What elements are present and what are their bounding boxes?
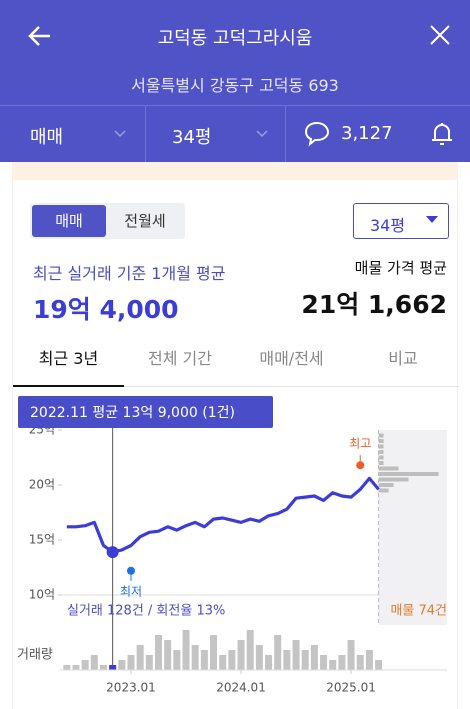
listing-bar [378,455,384,460]
address: 서울특별시 강동구 고덕동 693 [131,76,339,95]
tooltip-text: 2022.11 평균 13억 9,000 (1건) [30,405,235,421]
listing-bar [378,466,399,471]
volume-bar [255,645,263,670]
header: 고덕동 고덕그라시움 서울특별시 강동구 고덕동 693 매매 34평 3,12… [0,0,470,162]
volume-bar [200,650,208,670]
recent-label: 최근 실거래 기준 1개월 평균 [33,264,226,283]
divider [145,105,146,162]
volume-bar [145,655,153,670]
volume-bar [210,635,218,670]
tab[interactable]: 비교 [388,349,418,368]
y-tick-label: 20억 [29,478,55,492]
tab[interactable]: 전체 기간 [148,349,212,368]
volume-bar [292,640,300,670]
size-filter[interactable]: 34평 [172,127,212,148]
volume-label: 거래량 [17,648,53,663]
listing-area [378,430,447,625]
volume-bar [99,665,107,670]
volume-bar [356,655,364,670]
volume-bar [347,640,355,670]
comment-count: 3,127 [341,123,393,144]
volume-bar [274,635,282,670]
high-label: 최고 [349,437,371,451]
listing-bar [378,461,384,465]
notice-strip [12,162,458,180]
volume-bar [81,660,89,670]
y-tick-label: 10억 [29,588,55,602]
tab[interactable]: 최근 3년 [13,340,124,387]
volume-bar [237,640,245,670]
listing-bar [378,477,409,482]
volume-bar [90,655,98,670]
close-button[interactable] [430,25,450,45]
back-button[interactable] [26,24,52,48]
volume-bar [219,655,227,670]
volume-bar [246,630,254,670]
volume-bar [191,645,199,670]
volume-bar [320,655,328,670]
y-tick-label: 15억 [29,533,55,547]
volume-bar [310,645,318,670]
divider [0,105,470,106]
volume-bar [283,650,291,670]
listing-count: 매물 74건 [390,604,447,619]
listing-bar [378,433,384,438]
volume-bar [375,660,383,670]
divider [285,105,286,162]
low-label: 최저 [120,584,142,598]
volume-bar [365,650,373,670]
volume-bar [338,655,346,670]
volume-bar [329,660,337,670]
tooltip-box [18,396,273,428]
recent-price: 19억 4,000 [33,295,179,324]
volume-bar [63,665,71,670]
comment-icon[interactable] [303,120,331,148]
volume-bar [109,665,117,670]
toggle-option[interactable]: 전월세 [124,212,166,230]
toggle: 매매 전월세 [30,203,185,239]
volume-bar [118,660,126,670]
selected-point [106,546,119,559]
listing-bar [378,439,384,443]
listing-bar [378,483,394,487]
x-tick-label: 2024.01 [216,681,266,695]
caret [426,216,438,223]
listing-bar [378,472,439,476]
volume-bar [164,640,172,670]
volume-bar [182,630,190,670]
tabs: 최근 3년 전체 기간 매매/전세 비교 [13,340,459,387]
high-point [356,461,365,470]
trade-summary: 실거래 128건 / 회전율 13% [67,604,225,619]
toggle-option[interactable]: 매매 [32,205,106,237]
listing-label: 매물 가격 평균 [354,259,447,277]
listing-price: 21억 1,662 [301,290,447,319]
size-select[interactable]: 34평 [353,203,449,239]
deal-type-filter[interactable]: 매매 [30,127,64,148]
volume-bar [228,650,236,670]
x-tick-label: 2023.01 [106,681,156,695]
volume-bar [301,650,309,670]
tab[interactable]: 매매/전세 [259,349,324,368]
listing-bar [378,450,384,454]
listing-bar [378,488,389,493]
title: 고덕동 고덕그라시움 [157,28,313,49]
chevron [256,130,268,138]
volume-bar [265,655,273,670]
volume-bar [155,635,162,670]
x-tick-label: 2025.01 [326,681,376,695]
listing-bar [378,444,384,449]
chevron [114,130,126,138]
price-line [66,476,380,554]
size-select-label: 34평 [370,216,406,235]
volume-bar [173,650,181,670]
volume-bar [72,665,80,670]
low-point [126,566,135,575]
bell-icon[interactable] [430,121,454,147]
volume-bar [136,645,144,670]
volume-bar [127,655,135,670]
